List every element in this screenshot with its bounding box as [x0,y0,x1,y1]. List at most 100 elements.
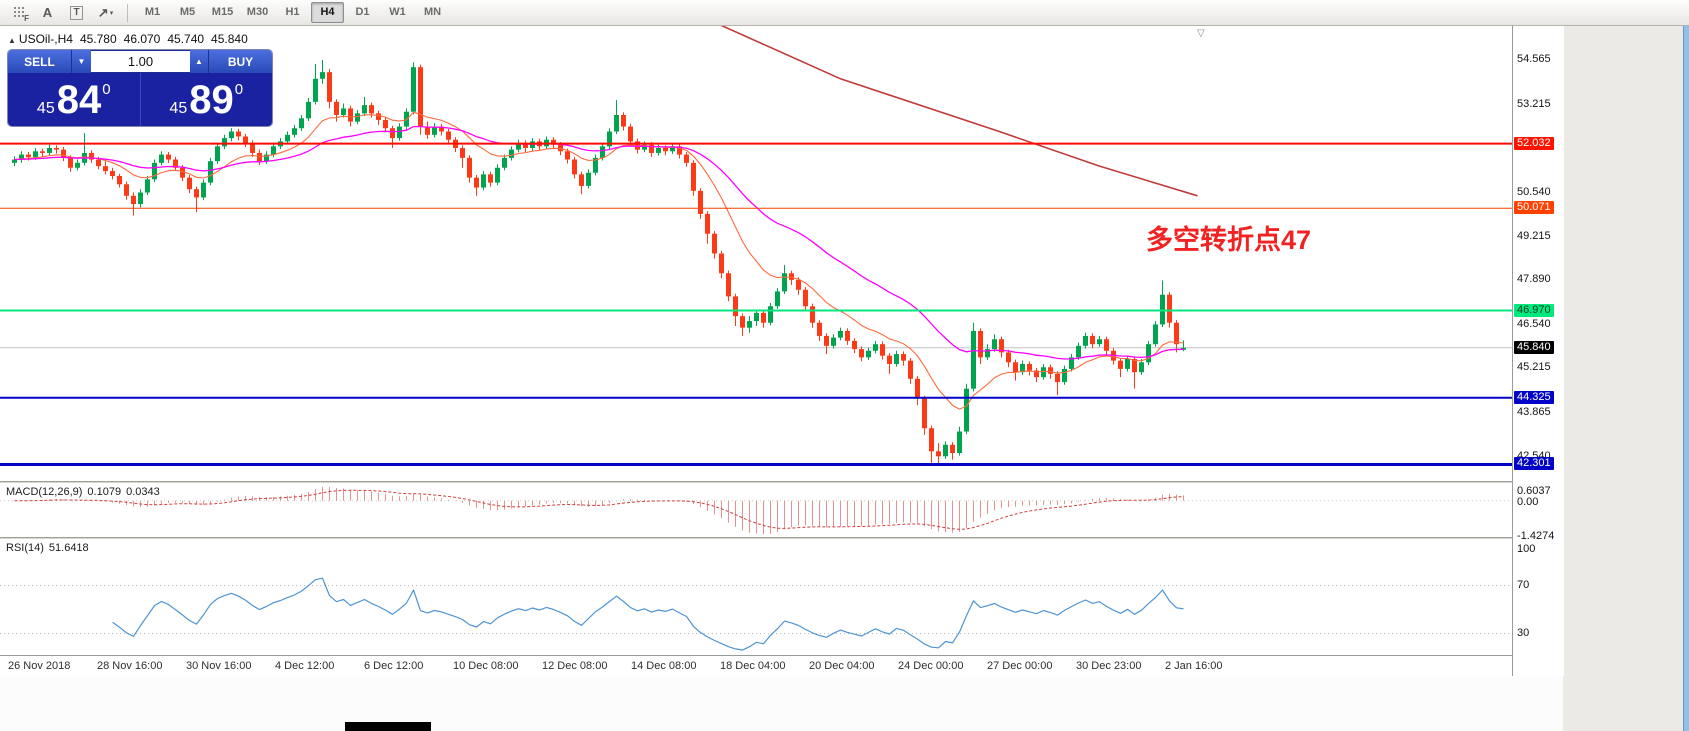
time-label: 20 Dec 04:00 [809,660,875,672]
sell-price-prefix: 45 [36,100,55,117]
trend-ma-line [720,26,1198,197]
macd-name: MACD(12,26,9) [6,486,83,498]
high-value: 46.070 [123,32,161,46]
scale-fix-button[interactable]: F [4,2,33,24]
time-label: 27 Dec 00:00 [987,660,1053,672]
scale-label: 0.6037 [1517,485,1551,497]
time-label: 18 Dec 04:00 [720,660,786,672]
time-label: 4 Dec 12:00 [275,660,335,672]
timeframe-h1-button[interactable]: H1 [285,6,300,18]
timeframe-h4-button[interactable]: H4 [311,2,344,23]
rsi-value: 51.6418 [48,542,89,554]
time-axis[interactable]: 26 Nov 2018 28 Nov 16:00 30 Nov 16:00 4 Dec… [0,655,1563,676]
rsi-chart [0,577,1512,651]
taskbar-fragment [345,722,431,731]
scale-label: 100 [1517,542,1536,555]
scale-label: 50.540 [1517,185,1551,198]
panel-separator[interactable] [0,537,1563,540]
time-label: 30 Dec 23:00 [1076,660,1142,672]
time-label: 26 Nov 2018 [8,660,71,672]
text-label-button[interactable]: A [42,5,53,20]
sell-price-big: 84 [56,77,102,122]
buy-button[interactable]: BUY [209,50,272,73]
buy-price-prefix: 45 [169,100,188,117]
scale-label: 45.215 [1517,361,1551,374]
one-click-trading-panel: SELL ▼ ▲ BUY 45 84 0 45 89 0 [8,50,272,126]
price-scale[interactable]: 54.565 53.215 52.032 50.540 50.071 49.215 47.8… [1512,26,1564,676]
timeframe-m30-button[interactable]: M30 [246,6,269,18]
scale-label: 50.071 [1514,201,1554,215]
bottom-strip [0,676,1563,731]
scale-label: -1.4274 [1517,530,1555,543]
time-label: 30 Nov 16:00 [186,660,252,672]
toolbar-separator [127,3,128,22]
volume-increase-icon[interactable]: ▲ [190,50,209,73]
scale-label: 0.00 [1517,495,1539,508]
right-filler [1563,26,1683,731]
macd-histogram [21,486,1184,535]
time-label: 2 Jan 16:00 [1165,660,1223,672]
candles-layer [12,59,1186,465]
timeframe-w1-button[interactable]: W1 [389,6,406,18]
toolbar: F A T ↗ ▾ M1 M5 M15 M30 H1 H4 D1 W1 MN [0,0,1689,26]
scale-label: 43.865 [1517,405,1551,418]
symbol-timeframe-label: USOil-,H4 [18,32,73,46]
time-label: 14 Dec 08:00 [631,660,697,672]
macd-signal-line [14,489,1184,530]
macd-main-value: 0.1079 [87,486,122,498]
scale-label: 47.890 [1517,273,1551,286]
sell-price-button[interactable]: 45 84 0 [8,73,140,126]
scale-label: 54.565 [1517,53,1551,66]
buy-price-button[interactable]: 45 89 0 [141,73,273,126]
time-label: 28 Nov 16:00 [97,660,163,672]
chart-icon: ▲ [8,36,16,45]
panel-separator[interactable] [0,481,1563,484]
timeframe-d1-button[interactable]: D1 [355,6,370,18]
scale-label: 44.325 [1514,390,1554,404]
rsi-label: RSI(14) 51.6418 [6,542,89,554]
timeframe-mn-button[interactable]: MN [423,6,442,18]
arrow-objects-button[interactable]: ↗ ▾ [97,5,114,20]
rsi-name: RSI(14) [6,542,44,554]
chart-annotation-text: 多空转折点47 [1146,225,1312,255]
scale-label: 53.215 [1517,97,1551,110]
macd-label: MACD(12,26,9) 0.1079 0.0343 [6,486,160,498]
scale-label: 49.215 [1517,229,1551,242]
sell-button[interactable]: SELL [8,50,71,73]
time-label: 24 Dec 00:00 [898,660,964,672]
time-label: 6 Dec 12:00 [364,660,424,672]
volume-dropdown-icon[interactable]: ▼ [71,50,91,73]
scale-label: 45.840 [1514,340,1554,354]
rsi-panel[interactable]: RSI(14) 51.6418 [0,540,1512,655]
timeframe-m1-button[interactable]: M1 [144,6,161,18]
open-value: 45.780 [79,32,117,46]
low-value: 45.740 [167,32,205,46]
ma-fast-line [14,111,1184,410]
scale-label: 52.032 [1514,136,1554,150]
drawing-tools-group: F A T ↗ ▾ [4,2,120,24]
volume-input[interactable] [91,50,190,73]
timeframe-m5-button[interactable]: M5 [179,6,196,18]
rsi-line [112,577,1184,651]
scale-label: 46.970 [1514,303,1554,317]
ma-slow-line [14,125,1184,360]
candlestick-chart-panel[interactable]: ▲ USOil-,H4 45.780 46.070 45.740 45.840 SELL … [0,26,1512,481]
timeframes-group: M1 M5 M15 M30 H1 H4 D1 W1 MN [135,2,450,23]
scale-label: 70 [1517,578,1530,591]
time-label: 10 Dec 08:00 [453,660,519,672]
scale-label: 46.540 [1517,317,1551,330]
sell-price-sup: 0 [102,81,111,98]
scale-label: 30 [1517,626,1530,639]
candlestick-chart[interactable] [0,26,1512,481]
text-tool-button[interactable]: T [62,2,91,24]
time-label: 12 Dec 08:00 [542,660,608,672]
macd-panel[interactable]: MACD(12,26,9) 0.1079 0.0343 [0,484,1512,537]
chart-shift-marker-icon: ▽ [1197,28,1205,39]
macd-chart [0,486,1512,535]
timeframe-m15-button[interactable]: M15 [211,6,234,18]
close-value: 45.840 [211,32,248,46]
price-divider [139,73,141,126]
macd-signal-value: 0.0343 [126,486,160,498]
window-edge-strip [1683,0,1689,731]
